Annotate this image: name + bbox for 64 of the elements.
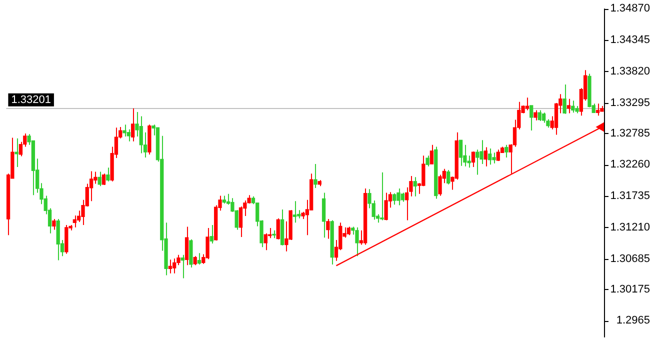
y-tick-label: 1.30175 bbox=[610, 283, 650, 296]
candlestick bbox=[14, 138, 18, 168]
candlestick bbox=[471, 150, 476, 168]
candlestick bbox=[446, 170, 450, 185]
candlestick bbox=[98, 171, 102, 187]
candlestick bbox=[463, 144, 467, 167]
candlestick bbox=[384, 192, 388, 221]
candlestick bbox=[139, 116, 143, 154]
candlestick bbox=[180, 254, 184, 279]
candlestick bbox=[426, 155, 430, 167]
candlestick bbox=[538, 110, 542, 122]
candlestick bbox=[534, 110, 538, 121]
candlestick bbox=[276, 218, 280, 240]
candlestick bbox=[206, 228, 210, 260]
candlestick bbox=[102, 173, 106, 186]
y-tick-label: 1.2965 bbox=[616, 314, 650, 327]
candlestick bbox=[292, 200, 297, 224]
candlestick bbox=[571, 100, 575, 114]
candlestick bbox=[130, 108, 135, 142]
candlestick bbox=[430, 144, 434, 165]
y-tick-label: 1.31735 bbox=[610, 190, 650, 202]
candlestick bbox=[476, 149, 480, 176]
candlestick bbox=[525, 97, 530, 111]
candlestick bbox=[458, 140, 463, 166]
candlestick bbox=[396, 188, 400, 206]
candlestick bbox=[530, 104, 534, 132]
candlestick bbox=[238, 206, 243, 238]
y-tick-label: 1.30685 bbox=[610, 252, 650, 265]
candlestick bbox=[322, 192, 326, 238]
candlestick bbox=[314, 164, 318, 188]
candlestick bbox=[484, 146, 488, 167]
candlestick bbox=[210, 224, 214, 244]
candlestick bbox=[52, 218, 56, 230]
candlestick bbox=[596, 103, 600, 116]
candlestick bbox=[355, 226, 359, 257]
candlestick bbox=[392, 192, 396, 206]
candlestick bbox=[562, 84, 566, 114]
y-tick-label: 1.34345 bbox=[610, 34, 650, 46]
candlestick bbox=[488, 148, 492, 166]
candlestick bbox=[542, 112, 546, 124]
candlestick bbox=[126, 128, 130, 142]
candlestick bbox=[438, 174, 442, 196]
candlestick bbox=[197, 252, 202, 265]
candlestick bbox=[326, 218, 330, 240]
ref-line-label: 1.33201 bbox=[11, 94, 51, 106]
candlestick bbox=[106, 167, 110, 182]
y-tick-label: 1.32785 bbox=[610, 127, 650, 140]
y-tick-label: 1.33295 bbox=[610, 96, 650, 109]
y-tick-label: 1.31210 bbox=[610, 221, 650, 234]
y-tick-label: 1.34870 bbox=[610, 2, 650, 15]
candlestick bbox=[566, 98, 571, 114]
candlestick bbox=[492, 152, 496, 164]
candlestick bbox=[504, 144, 508, 158]
candlestick bbox=[168, 259, 172, 274]
y-tick-label: 1.33820 bbox=[610, 65, 650, 78]
candlestick bbox=[122, 124, 126, 138]
candlestick bbox=[264, 232, 268, 251]
candlestick bbox=[413, 176, 417, 197]
candlestick bbox=[172, 258, 176, 274]
candlestick bbox=[72, 214, 77, 228]
candlestick bbox=[56, 218, 60, 261]
candlestick bbox=[184, 226, 189, 266]
y-tick-label: 1.32260 bbox=[610, 158, 650, 171]
candlestick bbox=[380, 172, 384, 221]
